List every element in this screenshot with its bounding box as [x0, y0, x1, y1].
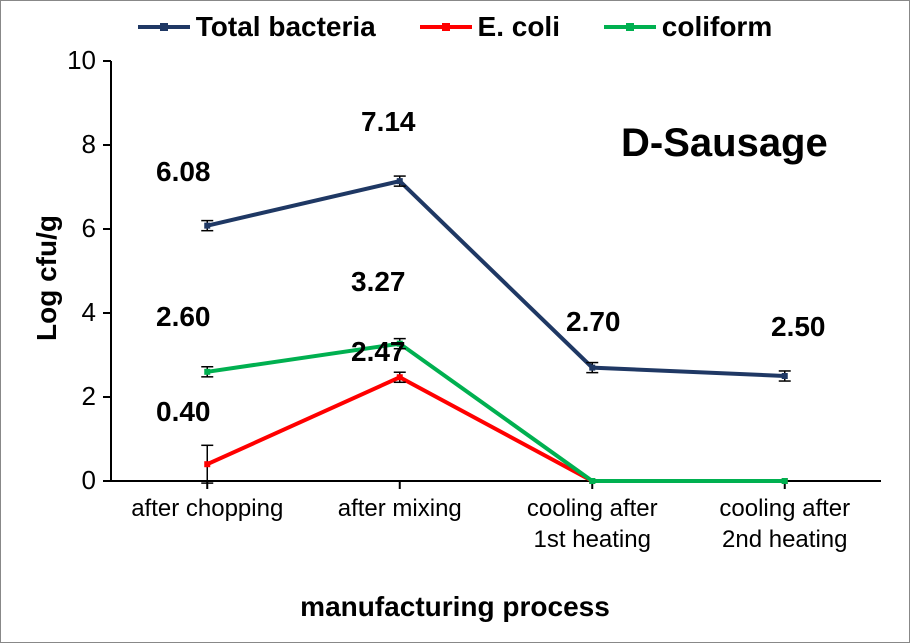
- data-label: 0.40: [156, 396, 211, 428]
- data-label: 2.50: [771, 311, 826, 343]
- chart-container: Total bacteria E. coli coliform D-Sausag…: [0, 0, 910, 643]
- x-tick-label: after chopping: [117, 493, 297, 524]
- y-tick-label: 8: [56, 129, 96, 160]
- data-label: 6.08: [156, 156, 211, 188]
- data-label: 2.60: [156, 301, 211, 333]
- y-tick-label: 10: [56, 45, 96, 76]
- y-tick-label: 4: [56, 297, 96, 328]
- data-label: 3.27: [351, 266, 406, 298]
- y-tick-label: 6: [56, 213, 96, 244]
- x-tick-label: after mixing: [310, 493, 490, 524]
- data-label: 2.47: [351, 336, 406, 368]
- y-tick-label: 0: [56, 465, 96, 496]
- data-label: 7.14: [361, 106, 416, 138]
- x-tick-label: cooling after1st heating: [502, 493, 682, 555]
- x-tick-label: cooling after2nd heating: [695, 493, 875, 555]
- y-tick-label: 2: [56, 381, 96, 412]
- data-label: 2.70: [566, 306, 621, 338]
